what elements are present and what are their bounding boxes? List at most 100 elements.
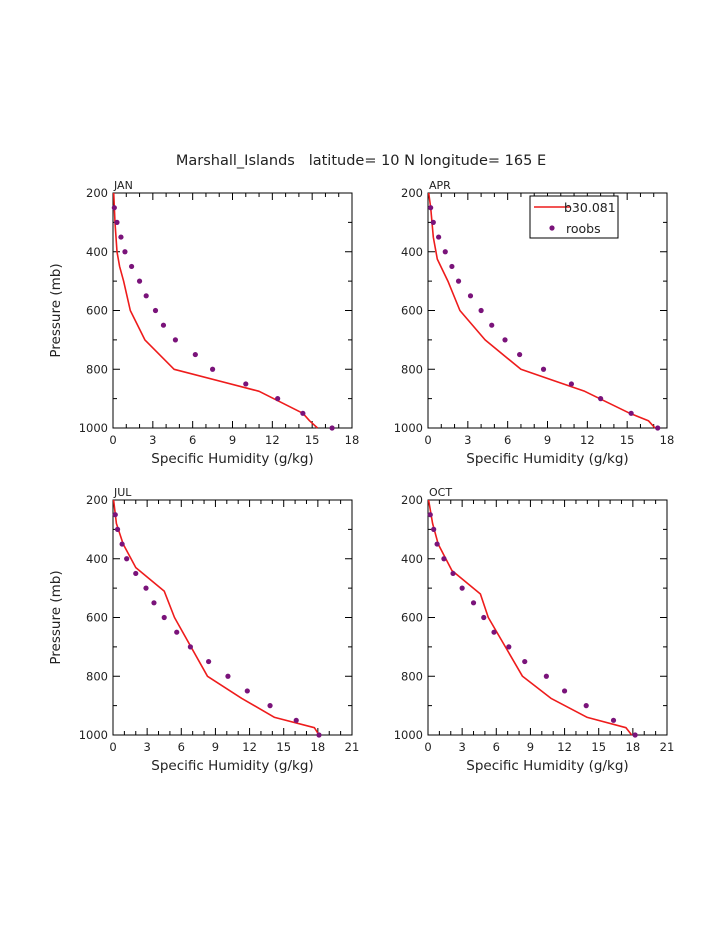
apr-obs-point: [628, 410, 634, 416]
oct-obs-point: [632, 732, 638, 738]
apr-obs-point: [598, 396, 604, 402]
oct-model-line: [427, 499, 633, 736]
jan-panel-label: JAN: [113, 179, 133, 192]
jan-model-line: [112, 192, 319, 429]
apr-obs-point: [478, 307, 484, 314]
apr-obs-point: [430, 219, 436, 225]
jan-yaxis-title: Pressure (mb): [48, 263, 64, 357]
apr-xaxis-title: Specific Humidity (g/kg): [466, 451, 628, 467]
apr-obs-point: [502, 337, 508, 343]
oct-xaxis-title: Specific Humidity (g/kg): [466, 758, 628, 774]
jan-plot-frame: [112, 192, 353, 429]
apr-xtick-label: 6: [504, 433, 511, 447]
apr-xtick-label: 9: [544, 433, 551, 447]
jan-xtick-label: 12: [265, 433, 280, 447]
apr-obs-point: [436, 234, 442, 240]
jan-obs-point: [111, 205, 117, 211]
jul-xtick-label: 9: [212, 740, 219, 754]
jan-obs-point: [160, 322, 167, 328]
jan-obs-point: [192, 351, 198, 358]
apr-obs-point: [489, 322, 495, 328]
apr-obs-point: [428, 205, 434, 211]
oct-obs-point: [450, 570, 456, 577]
oct-panel-label: OCT: [429, 486, 452, 499]
legend-model-label: b30.081: [564, 200, 616, 215]
jan-obs-point: [329, 425, 335, 431]
oct-obs-point: [434, 541, 440, 547]
jan-xtick-label: 3: [149, 433, 156, 447]
apr-obs-point: [655, 425, 661, 431]
oct-obs-point: [427, 512, 433, 518]
apr-obs-point: [467, 293, 474, 299]
jan-ytick-label: 400: [86, 245, 108, 259]
oct-xtick-label: 6: [493, 740, 500, 754]
jul-ytick-label: 400: [86, 552, 108, 566]
apr-ytick-label: 1000: [394, 421, 423, 435]
panel-oct: 0 3 6 9 12 15 18 21 200 400 600 800 1000 OCT Specific …: [394, 486, 675, 774]
apr-obs-point: [449, 263, 455, 270]
jan-xtick-label: 15: [305, 433, 320, 447]
jan-obs-point: [243, 381, 249, 387]
jul-xtick-label: 12: [242, 740, 257, 754]
jul-obs-point: [114, 526, 121, 532]
jan-obs-point: [143, 293, 149, 299]
jan-obs-point: [136, 278, 143, 284]
oct-obs-point: [431, 526, 437, 532]
oct-ytick-label: 400: [401, 552, 423, 566]
apr-ytick-label: 200: [401, 186, 423, 200]
jan-obs-point: [118, 234, 124, 240]
apr-obs-point: [568, 381, 575, 387]
jan-xtick-label: 0: [109, 433, 116, 447]
jul-obs-point: [112, 512, 118, 518]
jul-obs-point: [267, 703, 273, 709]
oct-ytick-label: 200: [401, 493, 423, 507]
oct-obs-point: [481, 614, 487, 621]
jul-xtick-label: 0: [109, 740, 116, 754]
jul-model-line: [112, 499, 320, 736]
jul-obs-point: [119, 541, 125, 547]
apr-xtick-label: 3: [464, 433, 471, 447]
jul-panel-label: JUL: [113, 486, 132, 499]
oct-xtick-label: 21: [660, 740, 675, 754]
oct-obs-point: [491, 629, 497, 635]
jan-ytick-label: 1000: [79, 421, 108, 435]
jan-ytick-label: 800: [86, 362, 108, 376]
oct-obs-point: [561, 688, 568, 694]
legend-box: [529, 195, 619, 239]
oct-xtick-label: 18: [626, 740, 641, 754]
jan-xtick-label: 18: [345, 433, 360, 447]
jul-ytick-label: 600: [86, 611, 108, 625]
jul-obs-point: [133, 570, 139, 577]
apr-xtick-label: 0: [424, 433, 431, 447]
oct-obs-point: [583, 703, 589, 709]
jul-ytick-label: 1000: [79, 728, 108, 742]
jul-xtick-label: 6: [178, 740, 185, 754]
jul-obs-point: [244, 688, 250, 694]
jan-obs-point: [172, 337, 179, 343]
panel-jul: 0 3 6 9 12 15 18 21 200 400 600 800 1000 JUL Specific …: [48, 486, 359, 774]
jan-obs-point: [300, 410, 306, 416]
jul-obs-point: [225, 673, 231, 679]
jan-obs-point: [128, 263, 135, 270]
apr-obs-point: [455, 278, 462, 284]
jul-obs-point: [316, 732, 322, 738]
jul-obs-point: [151, 600, 157, 606]
oct-ytick-label: 1000: [394, 728, 423, 742]
jul-yaxis-title: Pressure (mb): [48, 570, 64, 664]
jul-xaxis-title: Specific Humidity (g/kg): [151, 758, 313, 774]
jul-xtick-label: 18: [311, 740, 326, 754]
apr-ytick-label: 600: [401, 304, 423, 318]
jul-obs-point: [293, 717, 299, 723]
apr-obs-point: [517, 351, 523, 358]
apr-xtick-label: 12: [580, 433, 595, 447]
oct-obs-point: [610, 717, 617, 723]
oct-obs-point: [543, 673, 549, 679]
panel-jan: 0 3 6 9 12 15 18 200 400 600 800 1000 JAN Specific Hu…: [48, 179, 359, 467]
jan-ytick-label: 600: [86, 304, 108, 318]
legend-obs-swatch: [549, 225, 555, 231]
oct-xtick-label: 15: [591, 740, 606, 754]
oct-plot-frame: [427, 499, 668, 736]
jul-obs-point: [187, 644, 193, 650]
oct-xtick-label: 9: [527, 740, 534, 754]
apr-panel-label: APR: [429, 179, 451, 192]
